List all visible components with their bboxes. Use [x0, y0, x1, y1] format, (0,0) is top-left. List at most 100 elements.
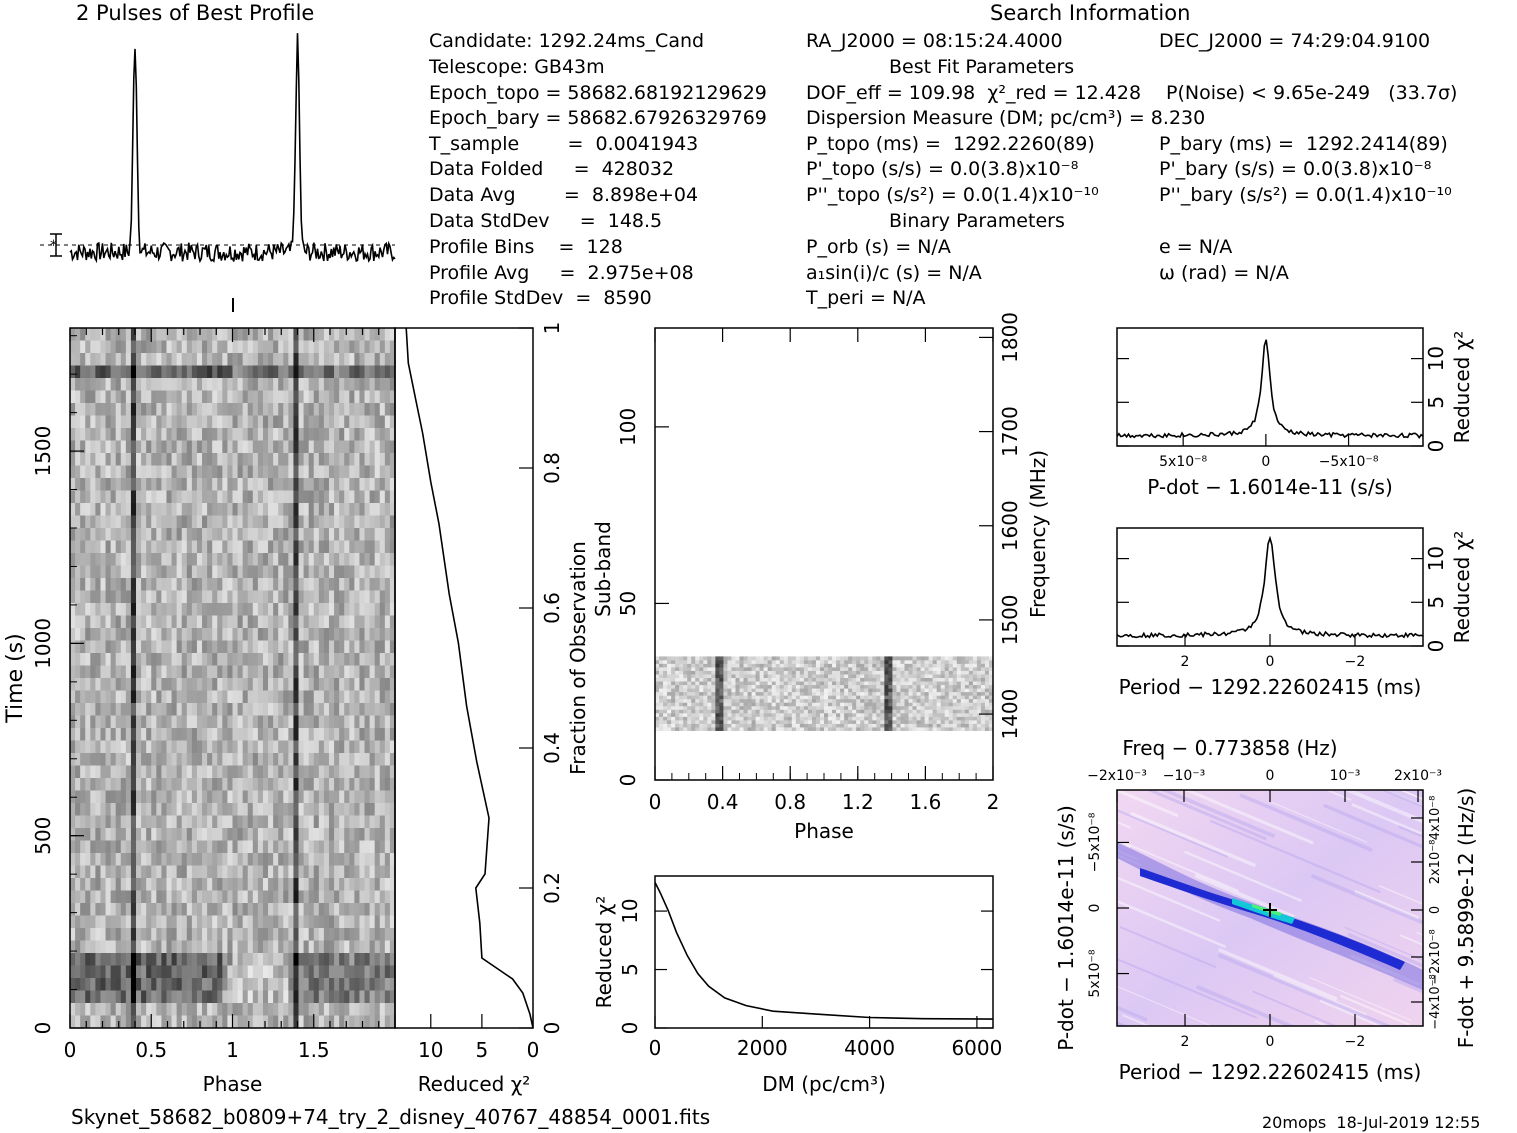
- heatmap-cell: [288, 490, 294, 504]
- heatmap-cell: [908, 716, 913, 721]
- heatmap-cell: [783, 698, 789, 703]
- heatmap-cell: [803, 727, 809, 731]
- heatmap-cell: [217, 590, 223, 604]
- heatmap-cell: [232, 678, 238, 691]
- heatmap-cell: [655, 727, 660, 731]
- heatmap-cell: [980, 709, 986, 714]
- heatmap-cell: [262, 640, 269, 654]
- heatmap-cell: [298, 515, 304, 529]
- heatmap-cell: [146, 803, 152, 816]
- heatmap-cell: [227, 503, 233, 516]
- heatmap-cell: [695, 681, 700, 686]
- heatmap-cell: [298, 578, 304, 591]
- heatmap-cell: [369, 828, 376, 841]
- heatmap-cell: [904, 698, 909, 703]
- heatmap-cell: [70, 878, 76, 891]
- heatmap-cell: [313, 365, 320, 379]
- heatmap-cell: [880, 727, 885, 731]
- heatmap-cell: [339, 528, 345, 541]
- heatmap-cell: [791, 716, 797, 721]
- heatmap-cell: [288, 340, 294, 354]
- heatmap-cell: [298, 628, 304, 641]
- heatmap-cell: [202, 1015, 208, 1029]
- heatmap-cell: [848, 709, 853, 714]
- heatmap-cell: [247, 865, 254, 879]
- heatmap-cell: [161, 865, 167, 879]
- heatmap-cell: [940, 688, 946, 693]
- heatmap-cell: [90, 428, 96, 441]
- heatmap-cell: [262, 890, 269, 904]
- heatmap-cell: [303, 840, 310, 854]
- heatmap-cell: [313, 753, 320, 766]
- heatmap-cell: [125, 690, 132, 704]
- heatmap-cell: [151, 403, 157, 416]
- heatmap-cell: [731, 670, 736, 675]
- heatmap-cell: [313, 628, 320, 641]
- heatmap-cell: [960, 684, 966, 689]
- heatmap-cell: [130, 328, 137, 341]
- heatmap-cell: [328, 753, 335, 766]
- heatmap-cell: [141, 553, 147, 566]
- heatmap-cell: [711, 712, 716, 717]
- heatmap-cell: [70, 465, 76, 479]
- heatmap-cell: [908, 674, 913, 678]
- heatmap-cell: [125, 440, 132, 454]
- heatmap-cell: [359, 828, 365, 841]
- heatmap-cell: [298, 615, 304, 629]
- heatmap-cell: [655, 712, 660, 717]
- heatmap-cell: [334, 840, 340, 854]
- heatmap-cell: [948, 674, 954, 678]
- heatmap-cell: [212, 365, 218, 379]
- heatmap-cell: [715, 709, 720, 714]
- heatmap-cell: [110, 815, 117, 829]
- heatmap-cell: [252, 565, 259, 579]
- heatmap-cell: [85, 603, 91, 616]
- heatmap-cell: [288, 978, 294, 991]
- heatmap-cell: [110, 740, 117, 754]
- heatmap-cell: [166, 753, 172, 766]
- heatmap-cell: [196, 690, 203, 704]
- heatmap-cell: [227, 878, 233, 891]
- heatmap-cell: [328, 440, 335, 454]
- heatmap-cell: [171, 753, 178, 766]
- heatmap-cell: [298, 665, 304, 679]
- heatmap-cell: [703, 688, 708, 693]
- heatmap-cell: [318, 765, 325, 779]
- heatmap-cell: [815, 705, 821, 710]
- heatmap-cell: [136, 703, 142, 716]
- heatmap-cell: [900, 695, 905, 700]
- heatmap-cell: [313, 865, 320, 879]
- heatmap-cell: [323, 740, 330, 754]
- heatmap-cell: [232, 653, 238, 666]
- heatmap-cell: [824, 716, 829, 721]
- heatmap-cell: [171, 865, 178, 879]
- heatmap-cell: [767, 681, 773, 686]
- heatmap-cell: [323, 928, 330, 941]
- heatmap-cell: [120, 740, 127, 754]
- info-left-10: Profile StdDev = 8590: [429, 287, 652, 309]
- heatmap-cell: [293, 753, 299, 766]
- heatmap-cell: [186, 328, 193, 341]
- heatmap-cell: [339, 553, 345, 566]
- heatmap-cell: [344, 890, 350, 904]
- heatmap-cell: [313, 490, 320, 504]
- heatmap-cell: [334, 590, 340, 604]
- heatmap-cell: [217, 840, 223, 854]
- heatmap-cell: [328, 378, 335, 391]
- heatmap-cell: [948, 702, 954, 707]
- heatmap-cell: [318, 790, 325, 804]
- heatmap-cell: [334, 403, 340, 416]
- heatmap-cell: [308, 640, 315, 654]
- heatmap-cell: [339, 865, 345, 879]
- heatmap-cell: [339, 815, 345, 829]
- heatmap-cell: [888, 691, 893, 696]
- heatmap-cell: [379, 878, 386, 891]
- heatmap-cell: [920, 684, 925, 689]
- heatmap-cell: [828, 709, 833, 714]
- heatmap-cell: [146, 865, 152, 879]
- heatmap-cell: [273, 415, 279, 429]
- heatmap-cell: [779, 727, 785, 731]
- heatmap-cell: [85, 678, 91, 691]
- heatmap-cell: [313, 515, 320, 529]
